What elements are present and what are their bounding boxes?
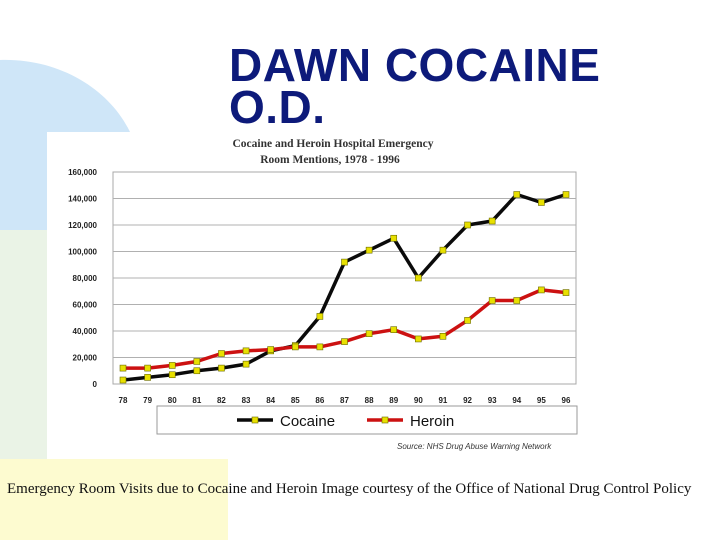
heroin-data-point bbox=[464, 317, 471, 324]
line-chart: Cocaine and Heroin Hospital Emergency Ro… bbox=[68, 138, 578, 451]
pale-gradient-strip bbox=[0, 230, 47, 459]
y-axis-tick-labels: 160,000 140,000 120,000 100,000 80,000 60,000… bbox=[68, 168, 97, 389]
heroin-data-point bbox=[193, 358, 201, 365]
heroin-data-point bbox=[488, 297, 496, 304]
cocaine-data-point bbox=[513, 191, 521, 198]
slide-title-line-1: DAWN COCAINE bbox=[229, 39, 601, 91]
series-lines bbox=[119, 191, 570, 384]
x-tick-label: 90 bbox=[414, 396, 423, 405]
cocaine-data-point bbox=[562, 191, 570, 198]
cocaine-data-point bbox=[365, 246, 373, 254]
blue-arc-shape bbox=[0, 59, 130, 230]
heroin-data-point bbox=[119, 364, 127, 372]
x-tick-label: 91 bbox=[438, 396, 447, 405]
chart-source-note: Source: NHS Drug Abuse Warning Network bbox=[397, 442, 552, 451]
heroin-data-point bbox=[144, 364, 151, 372]
heroin-data-point bbox=[242, 347, 250, 355]
y-tick-label: 40,000 bbox=[73, 327, 98, 336]
heroin-data-point bbox=[267, 346, 274, 353]
y-tick-label: 80,000 bbox=[73, 274, 98, 283]
cocaine-legend-label: Cocaine bbox=[280, 413, 335, 430]
cocaine-data-point bbox=[439, 246, 447, 254]
heroin-data-point bbox=[218, 350, 225, 357]
heroin-data-point bbox=[415, 335, 422, 343]
x-tick-label: 85 bbox=[291, 396, 300, 405]
x-tick-label: 80 bbox=[168, 396, 177, 405]
slide-title-line-2: O.D. bbox=[229, 81, 326, 133]
x-tick-label: 81 bbox=[192, 396, 201, 405]
x-tick-label: 88 bbox=[365, 396, 374, 405]
heroin-legend-marker bbox=[381, 416, 389, 424]
y-tick-label: 120,000 bbox=[68, 221, 97, 230]
y-tick-label: 60,000 bbox=[73, 301, 98, 310]
heroin-data-point bbox=[291, 343, 299, 351]
cocaine-data-point bbox=[242, 360, 250, 368]
x-tick-label: 94 bbox=[512, 396, 521, 405]
y-tick-label: 100,000 bbox=[68, 248, 97, 257]
cocaine-data-point bbox=[168, 371, 176, 379]
slide-caption: Emergency Room Visits due to Cocaine and… bbox=[7, 481, 692, 497]
cocaine-data-point bbox=[193, 367, 201, 375]
chart-image: Cocaine and Heroin Hospital Emergency Ro… bbox=[47, 132, 593, 459]
x-tick-label: 93 bbox=[488, 396, 497, 405]
cocaine-data-point bbox=[488, 217, 496, 225]
cocaine-data-point bbox=[144, 374, 151, 381]
y-tick-label: 20,000 bbox=[73, 354, 98, 363]
slide-title: DAWN COCAINE O.D. bbox=[229, 42, 709, 130]
x-tick-label: 95 bbox=[537, 396, 546, 405]
chart-title-line-2: Room Mentions, 1978 - 1996 bbox=[260, 154, 400, 166]
yellow-corner-block bbox=[0, 459, 228, 540]
gridlines bbox=[113, 198, 576, 358]
cocaine-data-point bbox=[390, 234, 398, 242]
cocaine-data-point bbox=[538, 199, 545, 206]
x-tick-label: 89 bbox=[389, 396, 398, 405]
legend: Cocaine Heroin bbox=[156, 405, 578, 435]
heroin-legend-label: Heroin bbox=[410, 413, 454, 430]
x-tick-label: 96 bbox=[562, 396, 571, 405]
cocaine-data-point bbox=[316, 313, 324, 320]
x-tick-label: 82 bbox=[217, 396, 226, 405]
y-tick-label: 0 bbox=[93, 380, 98, 389]
cocaine-data-point bbox=[464, 221, 471, 229]
heroin-data-point bbox=[513, 297, 521, 304]
heroin-data-point bbox=[365, 330, 373, 337]
x-tick-label: 87 bbox=[340, 396, 349, 405]
heroin-data-point bbox=[562, 289, 570, 296]
x-tick-label: 83 bbox=[242, 396, 251, 405]
x-tick-label: 79 bbox=[143, 396, 152, 405]
cocaine-data-point bbox=[119, 376, 127, 384]
x-axis-tick-labels: 78 79 80 81 82 83 84 85 86 87 88 89 90 91 92 93 94 95 96 bbox=[119, 396, 571, 405]
heroin-data-point bbox=[168, 362, 176, 369]
x-tick-label: 84 bbox=[266, 396, 275, 405]
x-tick-label: 86 bbox=[315, 396, 324, 405]
x-tick-label: 78 bbox=[119, 396, 128, 405]
chart-title-line-1: Cocaine and Heroin Hospital Emergency bbox=[232, 138, 433, 150]
y-tick-label: 160,000 bbox=[68, 168, 97, 177]
cocaine-legend-marker bbox=[251, 416, 259, 424]
heroin-data-point bbox=[439, 333, 447, 340]
cocaine-data-point bbox=[415, 274, 422, 282]
cocaine-data-point bbox=[341, 258, 348, 266]
y-tick-label: 140,000 bbox=[68, 195, 97, 204]
x-tick-label: 92 bbox=[463, 396, 472, 405]
heroin-data-point bbox=[538, 286, 545, 294]
heroin-data-point bbox=[316, 343, 324, 351]
heroin-data-point bbox=[341, 338, 348, 345]
heroin-data-point bbox=[390, 326, 398, 333]
cocaine-data-point bbox=[218, 364, 225, 372]
